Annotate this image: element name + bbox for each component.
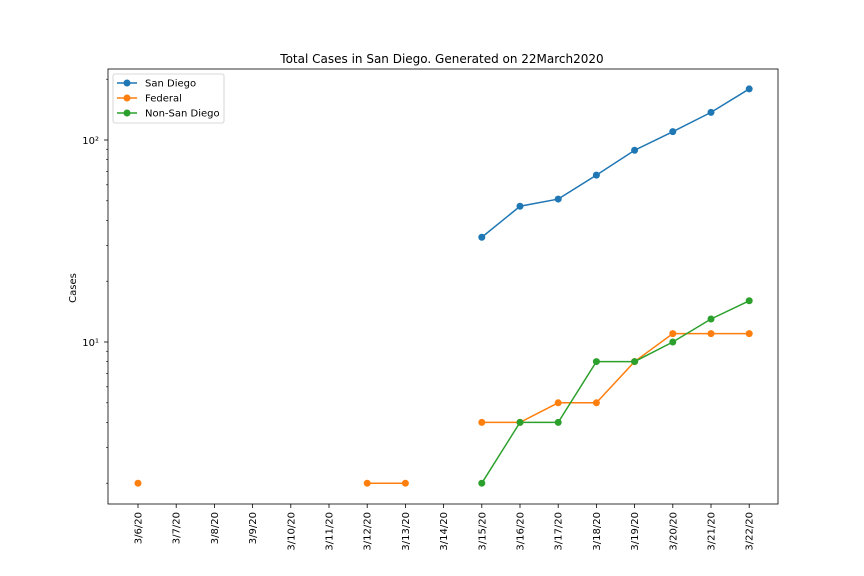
series-non-san-diego [478,297,753,487]
series-line [481,332,750,424]
data-point [134,479,142,487]
data-point [669,330,677,338]
data-point [745,297,753,305]
data-point [401,479,409,487]
x-tick-label: 3/17/20 [554,512,565,551]
data-point [631,358,639,366]
x-tick-label: 3/14/20 [439,512,450,551]
data-point [707,315,715,323]
x-tick-label: 3/12/20 [363,512,374,551]
data-point [592,399,600,407]
legend: San Diego Federal Non-San Diego [112,73,225,124]
series-line [481,300,750,484]
series-layer [134,85,753,487]
x-tick-label: 3/6/20 [134,512,145,544]
data-point [745,330,753,338]
x-tick-label: 3/22/20 [745,512,756,551]
plot-area-frame [107,68,779,505]
data-point [669,338,677,346]
data-point [707,108,715,116]
data-point [516,418,524,426]
data-point [478,479,486,487]
x-tick-label: 3/20/20 [668,512,679,551]
data-point [478,233,486,241]
legend-frame [112,73,225,124]
data-point [745,85,753,93]
x-tick-label: 3/9/20 [248,512,259,544]
x-tick-label: 3/18/20 [592,512,603,551]
legend-label: Federal [145,94,182,105]
data-point [592,358,600,366]
chart-title: Total Cases in San Diego. Generated on 2… [279,52,603,66]
series-line [481,88,750,238]
data-point [669,128,677,136]
x-tick-label: 3/15/20 [477,512,488,551]
x-tick-label: 3/11/20 [325,512,336,551]
x-tick-label: 3/21/20 [707,512,718,551]
legend-swatch-marker [123,109,131,117]
data-point [554,195,562,203]
x-tick-label: 3/19/20 [630,512,641,551]
y-tick-label: 10¹ [82,338,99,349]
y-axis-label: Cases [68,273,79,303]
data-point [516,202,524,210]
data-point [478,418,486,426]
series-san-diego [478,85,753,241]
data-point [363,479,371,487]
x-tick-label: 3/13/20 [401,512,412,551]
data-point [592,171,600,179]
x-tick-label: 3/8/20 [210,512,221,544]
legend-label: Non-San Diego [145,109,220,120]
legend-label: San Diego [145,79,196,90]
x-tick-label: 3/7/20 [172,512,183,544]
y-axis: 10¹ 10² [82,78,108,484]
y-tick-label: 10² [82,136,99,147]
legend-swatch-marker [123,94,131,102]
data-point [707,330,715,338]
x-axis: 3/6/20 3/7/20 3/8/20 3/9/20 3/10/20 3/11/20 3/… [134,504,756,551]
x-tick-label: 3/16/20 [516,512,527,551]
data-point [554,399,562,407]
x-tick-label: 3/10/20 [286,512,297,551]
series-federal [134,330,753,487]
legend-swatch-marker [123,79,131,87]
data-point [631,146,639,154]
data-point [554,418,562,426]
